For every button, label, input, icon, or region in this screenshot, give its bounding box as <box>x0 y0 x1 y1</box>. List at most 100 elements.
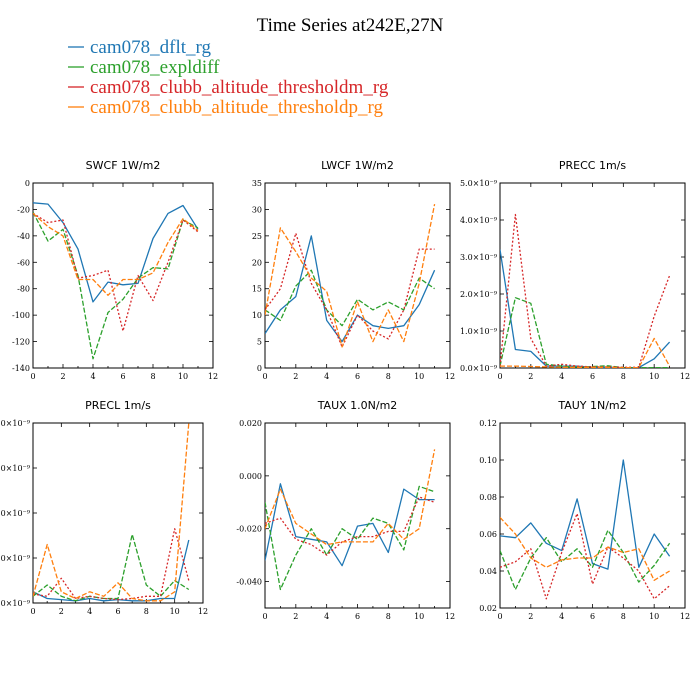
y-tick-label: -40 <box>17 232 30 241</box>
series-line-3 <box>500 337 671 368</box>
x-tick-label: 12 <box>445 612 455 621</box>
x-tick-label: 10 <box>414 612 424 621</box>
y-tick-label: 8.0×10⁻⁹ <box>0 419 31 428</box>
x-tick-label: 10 <box>414 372 424 381</box>
panels: SWCF 1W/m2 0 2 4 6 8 10 12 0 -20 -40 -60 -80 -100 -120… <box>0 159 690 621</box>
x-tick-label: 8 <box>386 612 391 621</box>
series-line-1 <box>33 533 190 602</box>
y-tick-label: 0.04 <box>479 567 497 576</box>
y-tick-label: 0 <box>257 364 262 373</box>
x-tick-label: 12 <box>680 372 690 381</box>
x-tick-label: 0 <box>497 372 502 381</box>
x-tick-label: 10 <box>178 372 188 381</box>
y-tick-label: 0.12 <box>479 419 497 428</box>
y-tick-label: 3.0×10⁻⁹ <box>460 253 498 262</box>
y-tick-label: 4.0×10⁻⁹ <box>460 216 498 225</box>
y-tick-label: 2.0×10⁻⁹ <box>460 290 498 299</box>
x-tick-label: 2 <box>528 372 533 381</box>
panel-title-5: TAUY 1N/m2 <box>557 399 626 412</box>
legend-label-1: cam078_expldiff <box>90 57 220 78</box>
x-tick-label: 12 <box>208 372 218 381</box>
y-tick-label: -20 <box>17 205 30 214</box>
panel-4: TAUX 1.0N/m2 0 2 4 6 8 10 12 0.020 0.000 -0.020 -0.… <box>236 399 455 621</box>
series-line-1 <box>265 269 435 327</box>
x-tick-label: 2 <box>59 607 64 616</box>
series-line-2 <box>33 528 190 601</box>
series-line-0 <box>265 483 435 567</box>
series-line-3 <box>500 516 670 581</box>
x-tick-label: 4 <box>324 372 329 381</box>
series-line-0 <box>500 249 671 368</box>
x-tick-label: 4 <box>559 372 564 381</box>
legend: cam078_dflt_rgcam078_expldiffcam078_club… <box>68 37 389 118</box>
panel-title-1: LWCF 1W/m2 <box>321 159 394 172</box>
x-tick-label: 8 <box>150 372 155 381</box>
x-tick-label: 10 <box>170 607 180 616</box>
series-line-3 <box>33 423 190 602</box>
y-tick-label: -60 <box>17 258 30 267</box>
series-line-2 <box>500 512 671 600</box>
series-line-3 <box>265 203 436 348</box>
y-tick-label: -140 <box>12 364 30 373</box>
x-tick-label: 4 <box>90 372 95 381</box>
plot-frame-2 <box>499 182 686 369</box>
y-tick-label: 2.0×10⁻⁹ <box>0 554 31 563</box>
x-tick-label: 12 <box>198 607 208 616</box>
y-tick-label: -0.040 <box>236 578 262 587</box>
y-tick-label: 0.10 <box>479 456 497 465</box>
x-tick-label: 12 <box>445 372 455 381</box>
panel-title-3: PRECL 1m/s <box>85 399 151 412</box>
y-tick-label: -100 <box>12 311 30 320</box>
x-tick-label: 10 <box>649 372 659 381</box>
y-tick-label: 1.0×10⁻⁹ <box>460 327 498 336</box>
figure-title: Time Series at242E,27N <box>257 15 444 36</box>
x-tick-label: 0 <box>262 372 267 381</box>
x-tick-label: 2 <box>60 372 65 381</box>
x-tick-label: 8 <box>386 372 391 381</box>
x-tick-label: 4 <box>559 612 564 621</box>
x-tick-label: 0 <box>262 612 267 621</box>
x-tick-label: 10 <box>649 612 659 621</box>
y-tick-label: 4.0×10⁻⁹ <box>0 509 31 518</box>
y-tick-label: 5 <box>257 338 262 347</box>
series-line-0 <box>33 202 199 303</box>
legend-label-3: cam078_clubb_altitude_thresholdp_rg <box>90 97 384 118</box>
x-tick-label: 6 <box>590 612 595 621</box>
y-tick-label: 0.08 <box>479 493 497 502</box>
y-tick-label: 15 <box>252 285 262 294</box>
series-line-3 <box>33 212 199 296</box>
x-tick-label: 8 <box>144 607 149 616</box>
x-tick-label: 6 <box>115 607 120 616</box>
y-tick-label: 35 <box>252 179 262 188</box>
y-tick-label: 0.020 <box>239 419 262 428</box>
series-line-2 <box>265 232 435 348</box>
y-tick-label: 6.0×10⁻⁹ <box>0 464 31 473</box>
panel-5: TAUY 1N/m2 0 2 4 6 8 10 12 0.02 0.04 0.06 0.08 0.10 0… <box>479 399 690 621</box>
y-tick-label: 25 <box>252 232 262 241</box>
panel-title-0: SWCF 1W/m2 <box>86 159 161 172</box>
y-tick-label: -0.020 <box>236 525 262 534</box>
series-line-0 <box>500 459 671 570</box>
x-tick-label: 6 <box>355 612 360 621</box>
panel-title-4: TAUX 1.0N/m2 <box>317 399 398 412</box>
x-tick-label: 4 <box>324 612 329 621</box>
plot-frame-3 <box>32 422 204 604</box>
y-tick-label: 0.02 <box>479 604 497 613</box>
y-tick-label: -80 <box>17 285 30 294</box>
plot-frame-1 <box>264 182 451 369</box>
y-tick-label: 5.0×10⁻⁹ <box>460 179 498 188</box>
panel-title-2: PRECC 1m/s <box>559 159 627 172</box>
x-tick-label: 8 <box>621 612 626 621</box>
series-line-1 <box>265 485 435 591</box>
legend-label-0: cam078_dflt_rg <box>90 37 212 58</box>
x-tick-label: 4 <box>87 607 92 616</box>
series-line-2 <box>265 496 435 556</box>
y-tick-label: 0.0×10⁻⁹ <box>460 364 498 373</box>
x-tick-label: 8 <box>621 372 626 381</box>
y-tick-label: 0.000 <box>239 472 262 481</box>
x-tick-label: 6 <box>120 372 125 381</box>
legend-label-2: cam078_clubb_altitude_thresholdm_rg <box>90 77 389 98</box>
x-tick-label: 6 <box>355 372 360 381</box>
series-line-2 <box>33 212 199 332</box>
